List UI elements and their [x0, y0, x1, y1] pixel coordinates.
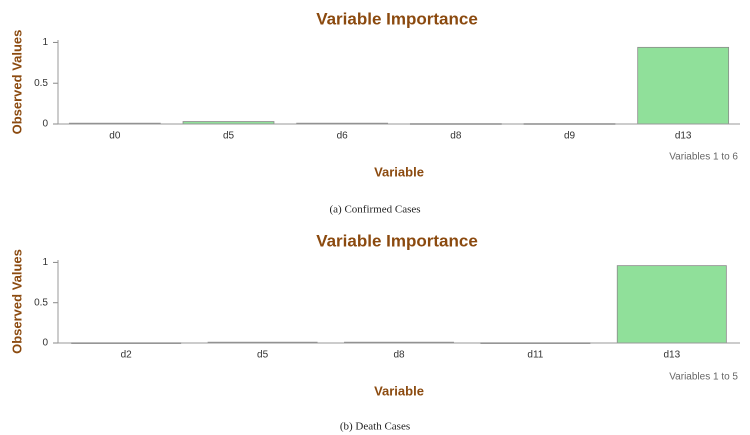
- y-tick-label: 0: [42, 338, 48, 349]
- x-tick-label: d5: [257, 350, 269, 361]
- x-tick-label: d8: [450, 131, 462, 142]
- x-tick-label: d5: [223, 131, 235, 142]
- caption: (a) Confirmed Cases: [329, 204, 420, 216]
- caption: (b) Death Cases: [340, 421, 410, 433]
- y-axis-label: Observed Values: [9, 249, 24, 354]
- x-tick-label: d2: [121, 350, 133, 361]
- x-tick-label: d13: [675, 131, 692, 142]
- y-tick-label: 1: [42, 37, 48, 48]
- bar: [637, 46, 730, 125]
- y-tick-label: 1: [42, 257, 48, 268]
- chart-title: Variable Importance: [316, 231, 478, 250]
- y-tick-label: 0.5: [34, 78, 48, 89]
- x-tick-label: d0: [109, 131, 121, 142]
- x-axis-label: Variable: [374, 164, 424, 179]
- y-axis-label: Observed Values: [9, 30, 24, 135]
- x-tick-label: d9: [564, 131, 576, 142]
- chart-title: Variable Importance: [316, 9, 478, 28]
- bar: [616, 265, 727, 344]
- range-note: Variables 1 to 5: [669, 372, 738, 383]
- y-tick-label: 0: [42, 119, 48, 130]
- x-tick-label: d8: [393, 350, 405, 361]
- x-tick-label: d11: [527, 350, 543, 361]
- x-tick-label: d13: [663, 350, 680, 361]
- x-axis-label: Variable: [374, 383, 424, 398]
- x-tick-label: d6: [337, 131, 349, 142]
- y-tick-label: 0.5: [34, 297, 48, 308]
- range-note: Variables 1 to 6: [669, 152, 738, 163]
